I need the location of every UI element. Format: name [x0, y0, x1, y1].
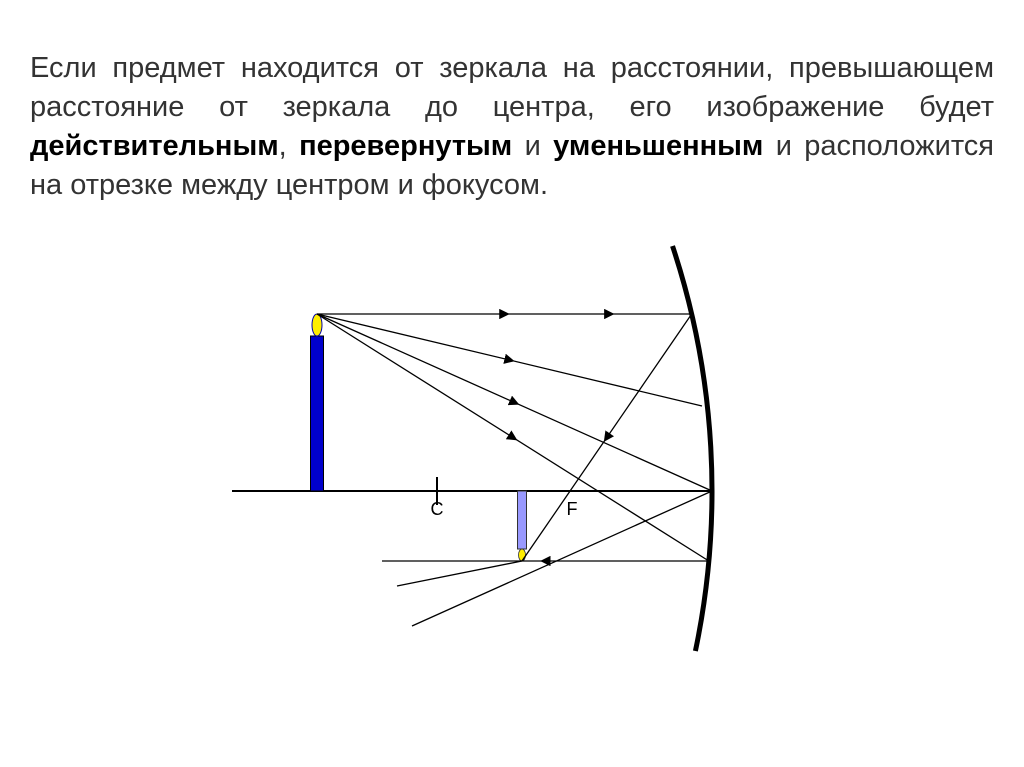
text-bold1: действительным: [30, 130, 279, 162]
text-part3: и: [512, 130, 553, 162]
svg-text:C: C: [431, 499, 444, 519]
diagram-svg: CF: [212, 216, 812, 656]
description-paragraph: Если предмет находится от зеркала на рас…: [30, 49, 994, 206]
text-part2: ,: [279, 130, 299, 162]
ray-diagram: CF: [212, 216, 812, 656]
text-bold3: уменьшенным: [553, 130, 763, 162]
text-part1: Если предмет находится от зеркала на рас…: [30, 52, 994, 123]
svg-text:F: F: [567, 499, 578, 519]
text-bold2: перевернутым: [299, 130, 512, 162]
